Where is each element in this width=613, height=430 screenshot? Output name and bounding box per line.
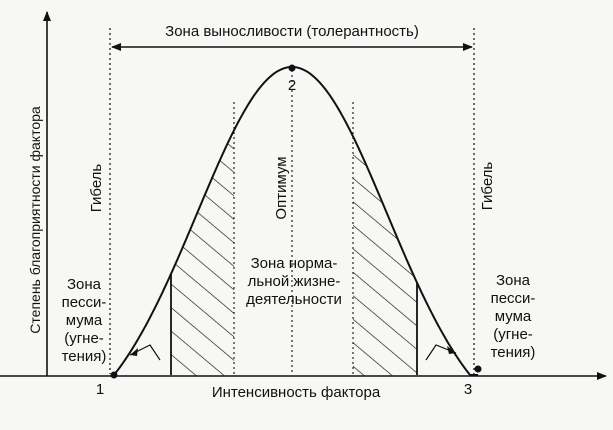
pessimum-right-line-5: тения): [491, 344, 536, 361]
pessimum-pointer-left-head: [130, 348, 138, 356]
hatched-regions: [171, 67, 417, 376]
point-marker-3: [474, 365, 482, 373]
normal-zone-line-1: Зона норма-: [251, 255, 338, 272]
pessimum-right-line-1: Зона: [496, 272, 531, 289]
y-axis-label: Степень благоприятности фактора: [27, 106, 43, 334]
pessimum-left-line-1: Зона: [67, 276, 102, 293]
normal-zone-line-3: деятельности: [246, 291, 342, 308]
tolerance-curve: [113, 65, 478, 376]
tolerance-zone-label: Зона выносливости (толерантность): [165, 23, 419, 40]
hatch-right: [353, 67, 417, 376]
point-label-3: 3: [464, 381, 472, 398]
point-label-1: 1: [96, 381, 104, 398]
pessimum-left-line-5: тения): [62, 348, 107, 365]
hatch-left: [171, 67, 234, 376]
pessimum-left-label: Зона песси- мума (угне- тения): [62, 276, 107, 365]
point-label-2: 2: [288, 77, 296, 94]
pessimum-pointer-right-head: [447, 346, 456, 354]
point-marker-1: [110, 371, 118, 379]
pessimum-right-line-2: песси-: [491, 290, 536, 307]
pessimum-left-line-2: песси-: [62, 294, 107, 311]
normal-zone-label: Зона норма- льной жизне- деятельности: [246, 255, 342, 308]
pessimum-left-line-4: (угне-: [64, 330, 104, 347]
normal-zone-line-2: льной жизне-: [248, 273, 341, 290]
point-marker-2: [288, 64, 296, 72]
pessimum-right-line-4: (угне-: [493, 326, 533, 343]
optimum-label: Оптимум: [273, 156, 290, 219]
death-right-label: Гибель: [479, 162, 496, 211]
x-axis-label: Интенсивность фактора: [212, 384, 381, 401]
pessimum-right-label: Зона песси- мума (угне- тения): [491, 272, 536, 361]
pessimum-right-line-3: мума: [495, 308, 532, 325]
death-left-label: Гибель: [88, 164, 105, 213]
pessimum-left-line-3: мума: [66, 312, 103, 329]
